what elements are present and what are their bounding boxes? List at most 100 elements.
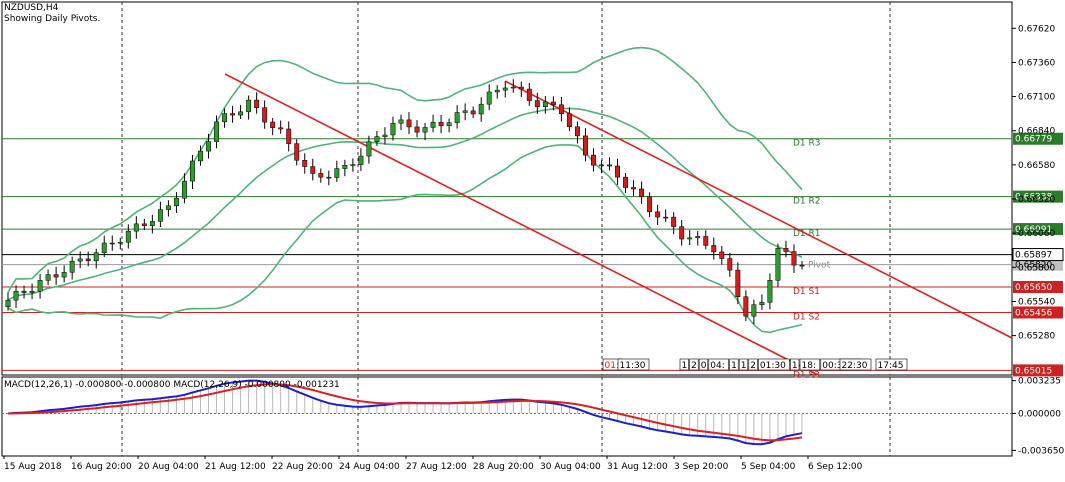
candle-body — [206, 141, 211, 152]
macd-frame — [1, 376, 1013, 457]
candle-body — [149, 221, 155, 226]
candle-body — [101, 242, 107, 253]
y-tick-label: 0.66580 — [1018, 161, 1055, 171]
pivot-price-label: 0.66338 — [1015, 193, 1052, 203]
candle-body — [703, 236, 709, 246]
candle-body — [454, 112, 460, 123]
time-scale-tag-label: 00:30 — [822, 361, 848, 371]
x-axis-label: 28 Aug 20:00 — [473, 462, 534, 472]
candle-body — [390, 122, 396, 136]
time-scale-tag — [698, 358, 709, 371]
candle-body — [157, 209, 163, 222]
pivot-price-label: 0.66091 — [1015, 225, 1052, 235]
time-scale-tag-label: 1 — [741, 361, 747, 371]
candle-body — [214, 121, 219, 142]
channel-upper-line — [504, 80, 1013, 339]
pivot-price-box — [1013, 364, 1063, 377]
time-scale-tag — [758, 358, 790, 371]
candle-body — [695, 236, 701, 239]
candle-body — [462, 110, 468, 113]
channel-lower-line — [224, 73, 819, 376]
candle-body — [799, 264, 805, 267]
candle-body — [735, 269, 741, 297]
time-scale-tag-label: 11:30 — [620, 361, 646, 371]
pivot-price-box — [1013, 223, 1063, 236]
candle-body — [438, 121, 444, 127]
time-scale-tag-label: 18: — [802, 361, 816, 371]
time-scale-tag — [617, 358, 650, 371]
candle-body — [599, 164, 604, 167]
candle-body — [29, 291, 35, 293]
y-tick-label: 0.66320 — [1018, 195, 1055, 205]
time-scale-tag-label: 01: — [605, 361, 619, 371]
pivot-name: D1 S3 — [793, 370, 820, 380]
candle-body — [358, 155, 364, 165]
candle-body — [759, 301, 765, 306]
current-price-box — [1013, 258, 1063, 271]
candle-body — [270, 121, 276, 129]
candle-body — [663, 216, 669, 219]
pivot-price-box — [1013, 132, 1063, 145]
current-price-box — [1012, 248, 1064, 262]
candle-body — [5, 299, 11, 307]
time-scale-tag — [708, 358, 729, 371]
time-scale-tag — [839, 358, 872, 371]
candle-body — [37, 280, 43, 292]
y-tick-label: 0.67360 — [1018, 58, 1055, 68]
candle-body — [77, 258, 83, 262]
candle-body — [558, 104, 564, 114]
candle-body — [631, 187, 637, 190]
pivot-price-label: 0.65015 — [1015, 366, 1052, 376]
candle-body — [510, 86, 516, 89]
candle-body — [398, 119, 404, 124]
candle-body — [534, 100, 540, 107]
pivot-price-box — [1013, 190, 1063, 203]
time-scale-tag-label: 04: — [710, 361, 724, 371]
x-axis-label: 6 Sep 12:00 — [808, 462, 863, 472]
x-axis-label: 21 Aug 12:00 — [205, 462, 266, 472]
candle-body — [165, 205, 171, 210]
candle-body — [783, 248, 789, 252]
candle-body — [350, 164, 356, 166]
candle-body — [406, 119, 412, 128]
candle-body — [767, 279, 773, 303]
candle-body — [518, 86, 524, 90]
candle-body — [671, 216, 677, 227]
main-frame — [1, 1, 1013, 376]
time-scale-tag-label: 22:30 — [842, 361, 868, 371]
candle-body — [342, 165, 348, 169]
bollinger-upper — [7, 46, 803, 293]
candle-body — [181, 180, 187, 199]
candle-body — [125, 230, 131, 243]
candle-body — [190, 160, 195, 182]
candle-body — [85, 258, 91, 262]
candle-body — [582, 135, 588, 156]
candle-body — [45, 274, 51, 281]
macd-tick-label: 0.000000 — [1018, 409, 1061, 419]
candle-body — [494, 89, 500, 93]
candle-body — [647, 196, 653, 213]
candle-body — [141, 223, 147, 226]
candle-body — [743, 296, 749, 317]
candle-body — [230, 113, 236, 116]
x-axis-label: 20 Aug 04:00 — [138, 462, 199, 472]
pivot-price-label: 0.66779 — [1015, 135, 1052, 145]
candle-body — [198, 150, 203, 162]
candle-body — [655, 211, 661, 218]
candle-body — [446, 122, 452, 127]
pivot-price-box — [1013, 281, 1063, 294]
time-scale-tag-label: 1 — [682, 361, 688, 371]
x-axis-label: 24 Aug 04:00 — [339, 462, 400, 472]
candle-body — [719, 251, 725, 259]
candle-body — [262, 107, 268, 123]
time-scale-tag — [689, 358, 699, 371]
candle-body — [61, 272, 67, 278]
x-axis-label: 16 Aug 20:00 — [71, 462, 132, 472]
candle-body — [591, 154, 596, 166]
chart-symbol-label: NZDUSD,H4 — [4, 3, 59, 13]
candle-body — [470, 110, 476, 115]
candle-body — [623, 176, 629, 188]
time-scale-tag — [748, 358, 758, 371]
candle-body — [366, 141, 372, 157]
candle-body — [286, 128, 292, 144]
